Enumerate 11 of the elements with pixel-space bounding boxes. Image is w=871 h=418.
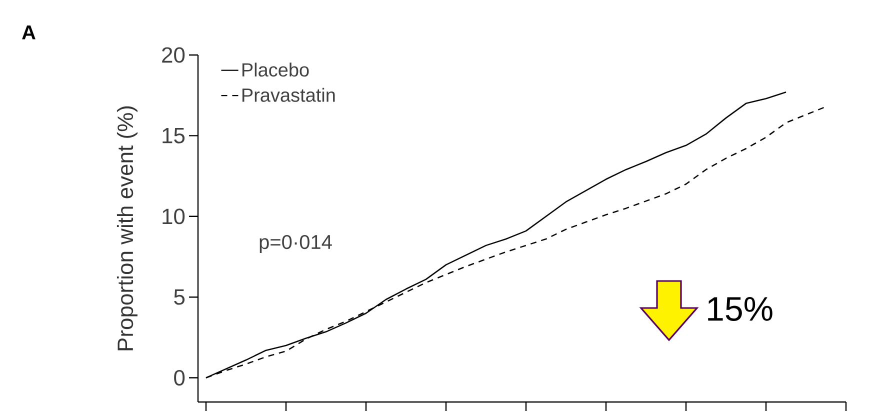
- text: A: [22, 26, 36, 40]
- y-axis-title: Proportion with event (%): [116, 106, 138, 350]
- legend-label: Pravastatin: [242, 88, 335, 102]
- y-tick-label: 0: [174, 370, 185, 386]
- annotation: p=0·014: [260, 235, 332, 254]
- y-tick-label: 15: [162, 128, 185, 144]
- y-tick-label: 10: [162, 208, 185, 224]
- y-tick-label: 20: [162, 47, 185, 63]
- annotation: 15%: [708, 297, 772, 322]
- legend-label: Placebo: [242, 62, 309, 77]
- y-tick-label: 5: [174, 289, 185, 305]
